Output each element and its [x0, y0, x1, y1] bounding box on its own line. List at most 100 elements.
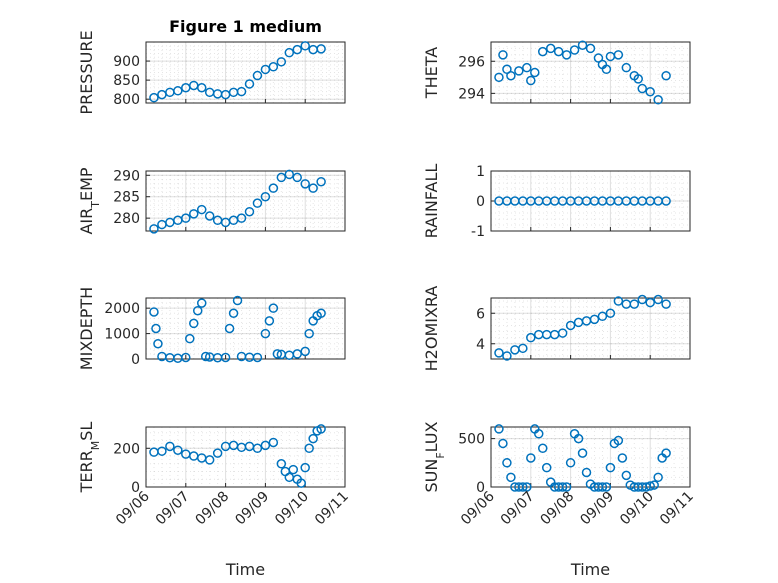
- data-point: [252, 198, 263, 208]
- data-point: [236, 86, 247, 97]
- data-point: [553, 46, 564, 57]
- data-point: [189, 318, 199, 329]
- data-point: [292, 44, 302, 55]
- data-point: [304, 443, 314, 454]
- data-point: [316, 44, 326, 54]
- x-tick-label: 09/07: [498, 489, 538, 529]
- data-point: [613, 296, 624, 306]
- data-point: [589, 314, 600, 325]
- data-point: [601, 482, 612, 492]
- data-point: [300, 179, 310, 189]
- chart-title: Figure 1 medium: [169, 17, 322, 36]
- data-point: [629, 299, 640, 309]
- data-point: [661, 196, 671, 206]
- data-point: [557, 482, 568, 492]
- y-tick-label: 285: [113, 190, 140, 206]
- data-point: [645, 297, 655, 308]
- subplot-h2omixra: 4 6 H2OMIXRA: [422, 286, 691, 371]
- data-point: [181, 352, 191, 363]
- data-point: [260, 191, 271, 202]
- data-point: [260, 440, 271, 451]
- x-axis-label: Time: [570, 560, 610, 579]
- data-point: [653, 294, 663, 305]
- data-point: [300, 346, 310, 357]
- y-tick-label: 900: [113, 54, 140, 70]
- data-point: [617, 453, 628, 463]
- data-point: [498, 438, 508, 449]
- data-point: [597, 482, 608, 492]
- data-point: [514, 66, 524, 76]
- data-point: [276, 57, 287, 67]
- data-point: [268, 183, 279, 193]
- y-tick-label: 6: [476, 306, 485, 322]
- data-point: [585, 43, 596, 54]
- subplot-mixdepth: 0 1000 2000 MIXDEPTH: [77, 287, 346, 370]
- data-point: [185, 333, 195, 344]
- y-tick-label: 500: [458, 432, 485, 448]
- y-tick-label: 0: [131, 480, 140, 496]
- data-point: [149, 307, 159, 317]
- data-point: [292, 172, 302, 183]
- x-tick-label: 09/09: [232, 489, 272, 529]
- data-point: [308, 433, 318, 444]
- data-point: [506, 472, 516, 483]
- data-point: [577, 448, 588, 458]
- y-axis-label: RAINFALL: [422, 164, 441, 239]
- data-point: [526, 332, 536, 343]
- data-point: [494, 348, 504, 358]
- data-point: [494, 424, 504, 434]
- data-point: [252, 352, 263, 363]
- data-point: [537, 443, 548, 454]
- y-axis-label: AIRTEMP: [77, 167, 102, 234]
- data-point: [545, 43, 556, 54]
- data-point: [189, 209, 199, 219]
- data-point: [653, 95, 663, 105]
- data-point: [260, 64, 271, 75]
- y-tick-label: 4: [476, 337, 485, 353]
- data-point: [173, 445, 183, 455]
- data-point: [296, 478, 306, 488]
- data-point: [518, 343, 528, 354]
- data-point: [522, 482, 532, 492]
- data-point: [645, 481, 655, 491]
- y-tick-label: 0: [476, 480, 485, 496]
- data-point: [506, 70, 516, 81]
- x-tick-label: 09/08: [193, 489, 233, 529]
- subplot-pressure: 800 850 900 PRESSURE Figure 1 medium: [77, 17, 346, 115]
- data-point: [228, 308, 239, 318]
- data-point: [157, 446, 167, 456]
- data-point: [597, 311, 608, 322]
- data-point: [272, 349, 283, 359]
- data-point: [645, 87, 655, 97]
- data-point: [653, 472, 663, 483]
- data-point: [284, 47, 295, 58]
- data-point: [244, 79, 255, 89]
- data-point: [518, 482, 528, 492]
- subplot-theta: 294 296 THETA: [422, 40, 691, 105]
- data-point: [605, 462, 616, 473]
- data-point: [569, 45, 580, 55]
- data-point: [308, 183, 318, 193]
- y-axis-label: PRESSURE: [77, 30, 96, 114]
- y-axis-label: MIXDEPTH: [77, 287, 96, 370]
- data-point: [232, 295, 243, 306]
- data-point: [502, 458, 512, 468]
- data-point: [502, 351, 512, 361]
- data-point: [557, 328, 568, 338]
- data-point: [196, 298, 207, 308]
- data-point: [196, 204, 207, 215]
- y-tick-label: 0: [476, 194, 485, 210]
- data-point: [565, 320, 576, 331]
- data-point: [649, 480, 659, 490]
- data-point: [236, 213, 247, 223]
- data-point: [204, 211, 215, 221]
- data-point: [244, 206, 255, 217]
- data-point: [204, 455, 215, 465]
- axes-frame: [145, 426, 346, 488]
- data-point: [300, 41, 310, 51]
- data-point: [153, 339, 163, 349]
- x-tick-label: 09/10: [272, 489, 312, 529]
- data-point: [149, 92, 159, 103]
